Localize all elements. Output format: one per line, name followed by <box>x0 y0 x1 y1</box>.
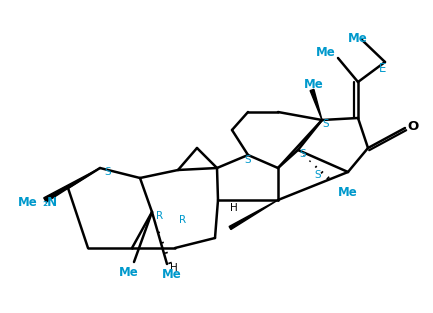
Text: S: S <box>300 149 306 159</box>
Text: Me: Me <box>338 187 358 199</box>
Text: Me: Me <box>119 265 139 279</box>
Text: E: E <box>379 61 387 74</box>
Text: H: H <box>230 203 238 213</box>
Text: Me: Me <box>316 45 336 59</box>
Text: O: O <box>407 120 419 132</box>
Text: ₂N: ₂N <box>42 196 57 208</box>
Text: R: R <box>179 215 187 225</box>
Text: S: S <box>315 170 321 180</box>
Text: Me: Me <box>18 196 38 208</box>
Polygon shape <box>44 168 100 202</box>
Text: Me: Me <box>348 32 368 44</box>
Text: S: S <box>105 167 111 177</box>
Text: Me: Me <box>304 79 324 91</box>
Text: S: S <box>245 155 251 165</box>
Text: R: R <box>156 211 164 221</box>
Text: Me: Me <box>162 268 182 280</box>
Text: H: H <box>170 263 178 273</box>
Polygon shape <box>310 90 322 120</box>
Text: S: S <box>323 119 330 129</box>
Polygon shape <box>229 200 278 229</box>
